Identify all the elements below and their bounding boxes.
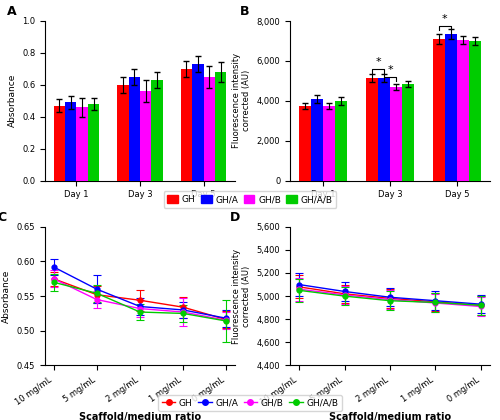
Text: *: * — [387, 65, 393, 75]
Bar — [311, 99, 323, 181]
Bar — [88, 104, 100, 181]
Bar — [445, 34, 457, 181]
Bar — [469, 41, 481, 181]
Bar — [215, 72, 226, 181]
Text: B: B — [240, 5, 250, 18]
Text: A: A — [7, 5, 16, 18]
Bar — [299, 106, 311, 181]
Bar — [378, 78, 390, 181]
Bar — [180, 69, 192, 181]
Bar — [204, 77, 215, 181]
Text: *: * — [375, 57, 381, 67]
Y-axis label: Fluorescence intensity
corrected (AU): Fluorescence intensity corrected (AU) — [232, 53, 251, 148]
X-axis label: Scaffold/medium ratio: Scaffold/medium ratio — [79, 412, 201, 420]
Bar — [140, 91, 151, 181]
Bar — [128, 77, 140, 181]
Bar — [65, 102, 76, 181]
Bar — [54, 105, 65, 181]
Bar — [192, 64, 203, 181]
Text: C: C — [0, 211, 6, 224]
Bar — [323, 106, 335, 181]
Legend: GH, GH/A, GH/B, GH/A/B: GH, GH/A, GH/B, GH/A/B — [164, 192, 336, 207]
Y-axis label: Fluorescence intensity
corrected (AU): Fluorescence intensity corrected (AU) — [232, 249, 251, 344]
Bar — [117, 85, 128, 181]
Text: D: D — [230, 211, 240, 224]
Bar — [402, 84, 414, 181]
Bar — [457, 40, 469, 181]
Text: *: * — [442, 14, 448, 24]
Bar — [433, 39, 445, 181]
X-axis label: Scaffold/medium ratio: Scaffold/medium ratio — [329, 412, 451, 420]
Y-axis label: Absorbance: Absorbance — [8, 74, 16, 128]
Bar — [152, 80, 163, 181]
Y-axis label: Absorbance: Absorbance — [2, 269, 11, 323]
Bar — [335, 101, 347, 181]
Bar — [390, 87, 402, 181]
Bar — [76, 107, 88, 181]
Legend: GH, GH/A, GH/B, GH/A/B: GH, GH/A, GH/B, GH/A/B — [158, 395, 342, 411]
Bar — [366, 78, 378, 181]
